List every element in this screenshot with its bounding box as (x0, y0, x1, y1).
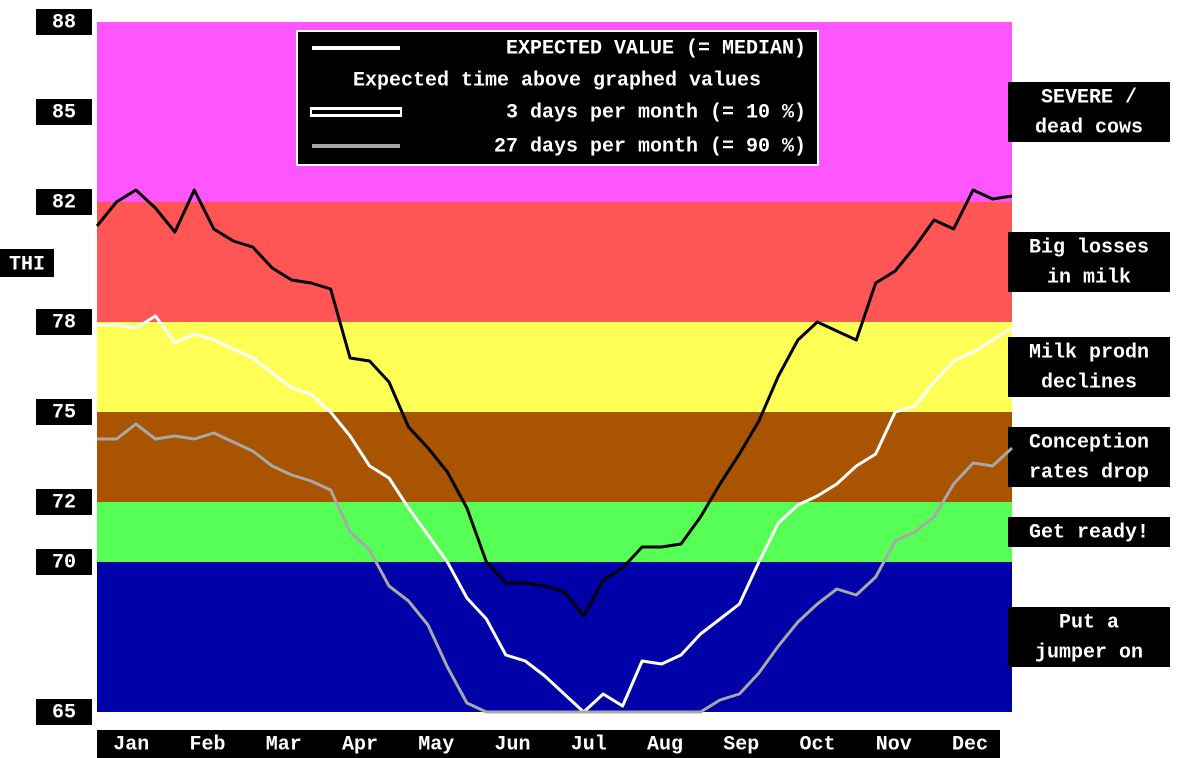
y-tick-box (36, 309, 92, 335)
band-label-box (1008, 427, 1170, 487)
x-tick-label: May (418, 733, 454, 756)
y-label-box (0, 249, 54, 277)
band-label: jumper on (1035, 641, 1143, 664)
y-tick-box (36, 549, 92, 575)
band (97, 322, 1012, 412)
series-line (97, 422, 1014, 714)
legend-label: EXPECTED VALUE (= MEDIAN) (506, 37, 806, 60)
band (97, 412, 1012, 502)
x-axis-strip (97, 730, 1000, 758)
y-tick-label: 65 (52, 701, 76, 724)
band-label: rates drop (1029, 461, 1149, 484)
x-tick-label: Aug (647, 733, 683, 756)
x-tick-label: Dec (952, 733, 988, 756)
band-label: Get ready! (1029, 521, 1149, 544)
band-label-box (1008, 517, 1170, 547)
y-tick-label: 75 (52, 401, 76, 424)
legend-subtitle: Expected time above graphed values (353, 69, 761, 92)
band-label-box (1008, 607, 1170, 667)
legend-inner (300, 34, 815, 162)
x-tick-label: Feb (190, 733, 226, 756)
y-tick-box (36, 489, 92, 515)
x-tick-label: Jan (113, 733, 149, 756)
series-line (95, 188, 1013, 618)
band-label: declines (1041, 371, 1137, 394)
band-label: Milk prodn (1029, 341, 1149, 364)
band-label-box (1008, 232, 1170, 292)
x-tick-label: Apr (342, 733, 378, 756)
y-tick-label: 78 (52, 311, 76, 334)
y-tick-box (36, 189, 92, 215)
legend-label: 27 days per month (= 90 %) (494, 135, 806, 158)
band-label: Put a (1059, 611, 1119, 634)
y-tick-label: 70 (52, 551, 76, 574)
x-tick-label: Sep (723, 733, 759, 756)
y-tick-label: 72 (52, 491, 76, 514)
band-label-box (1008, 82, 1170, 142)
x-tick-label: Jul (571, 733, 607, 756)
y-tick-box (36, 99, 92, 125)
y-tick-box (36, 399, 92, 425)
series-line (97, 314, 1013, 714)
legend-label: 3 days per month (= 10 %) (506, 101, 806, 124)
band-label: in milk (1047, 266, 1131, 289)
band (97, 202, 1012, 322)
legend-box (296, 30, 819, 166)
band-label: Big losses (1029, 236, 1149, 259)
y-tick-label: 82 (52, 191, 76, 214)
x-tick-label: Nov (876, 733, 912, 756)
x-tick-label: Oct (800, 733, 836, 756)
band-label: SEVERE / (1041, 86, 1137, 109)
y-tick-label: 88 (52, 11, 76, 34)
y-axis-label: THI (9, 253, 45, 276)
y-tick-label: 85 (52, 101, 76, 124)
x-tick-label: Jun (495, 733, 531, 756)
y-tick-box (36, 699, 92, 725)
band (97, 562, 1012, 712)
band-label: dead cows (1035, 116, 1143, 139)
y-tick-box (36, 9, 92, 35)
band-label: Conception (1029, 431, 1149, 454)
x-tick-label: Mar (266, 733, 302, 756)
band-label-box (1008, 337, 1170, 397)
band (97, 502, 1012, 562)
